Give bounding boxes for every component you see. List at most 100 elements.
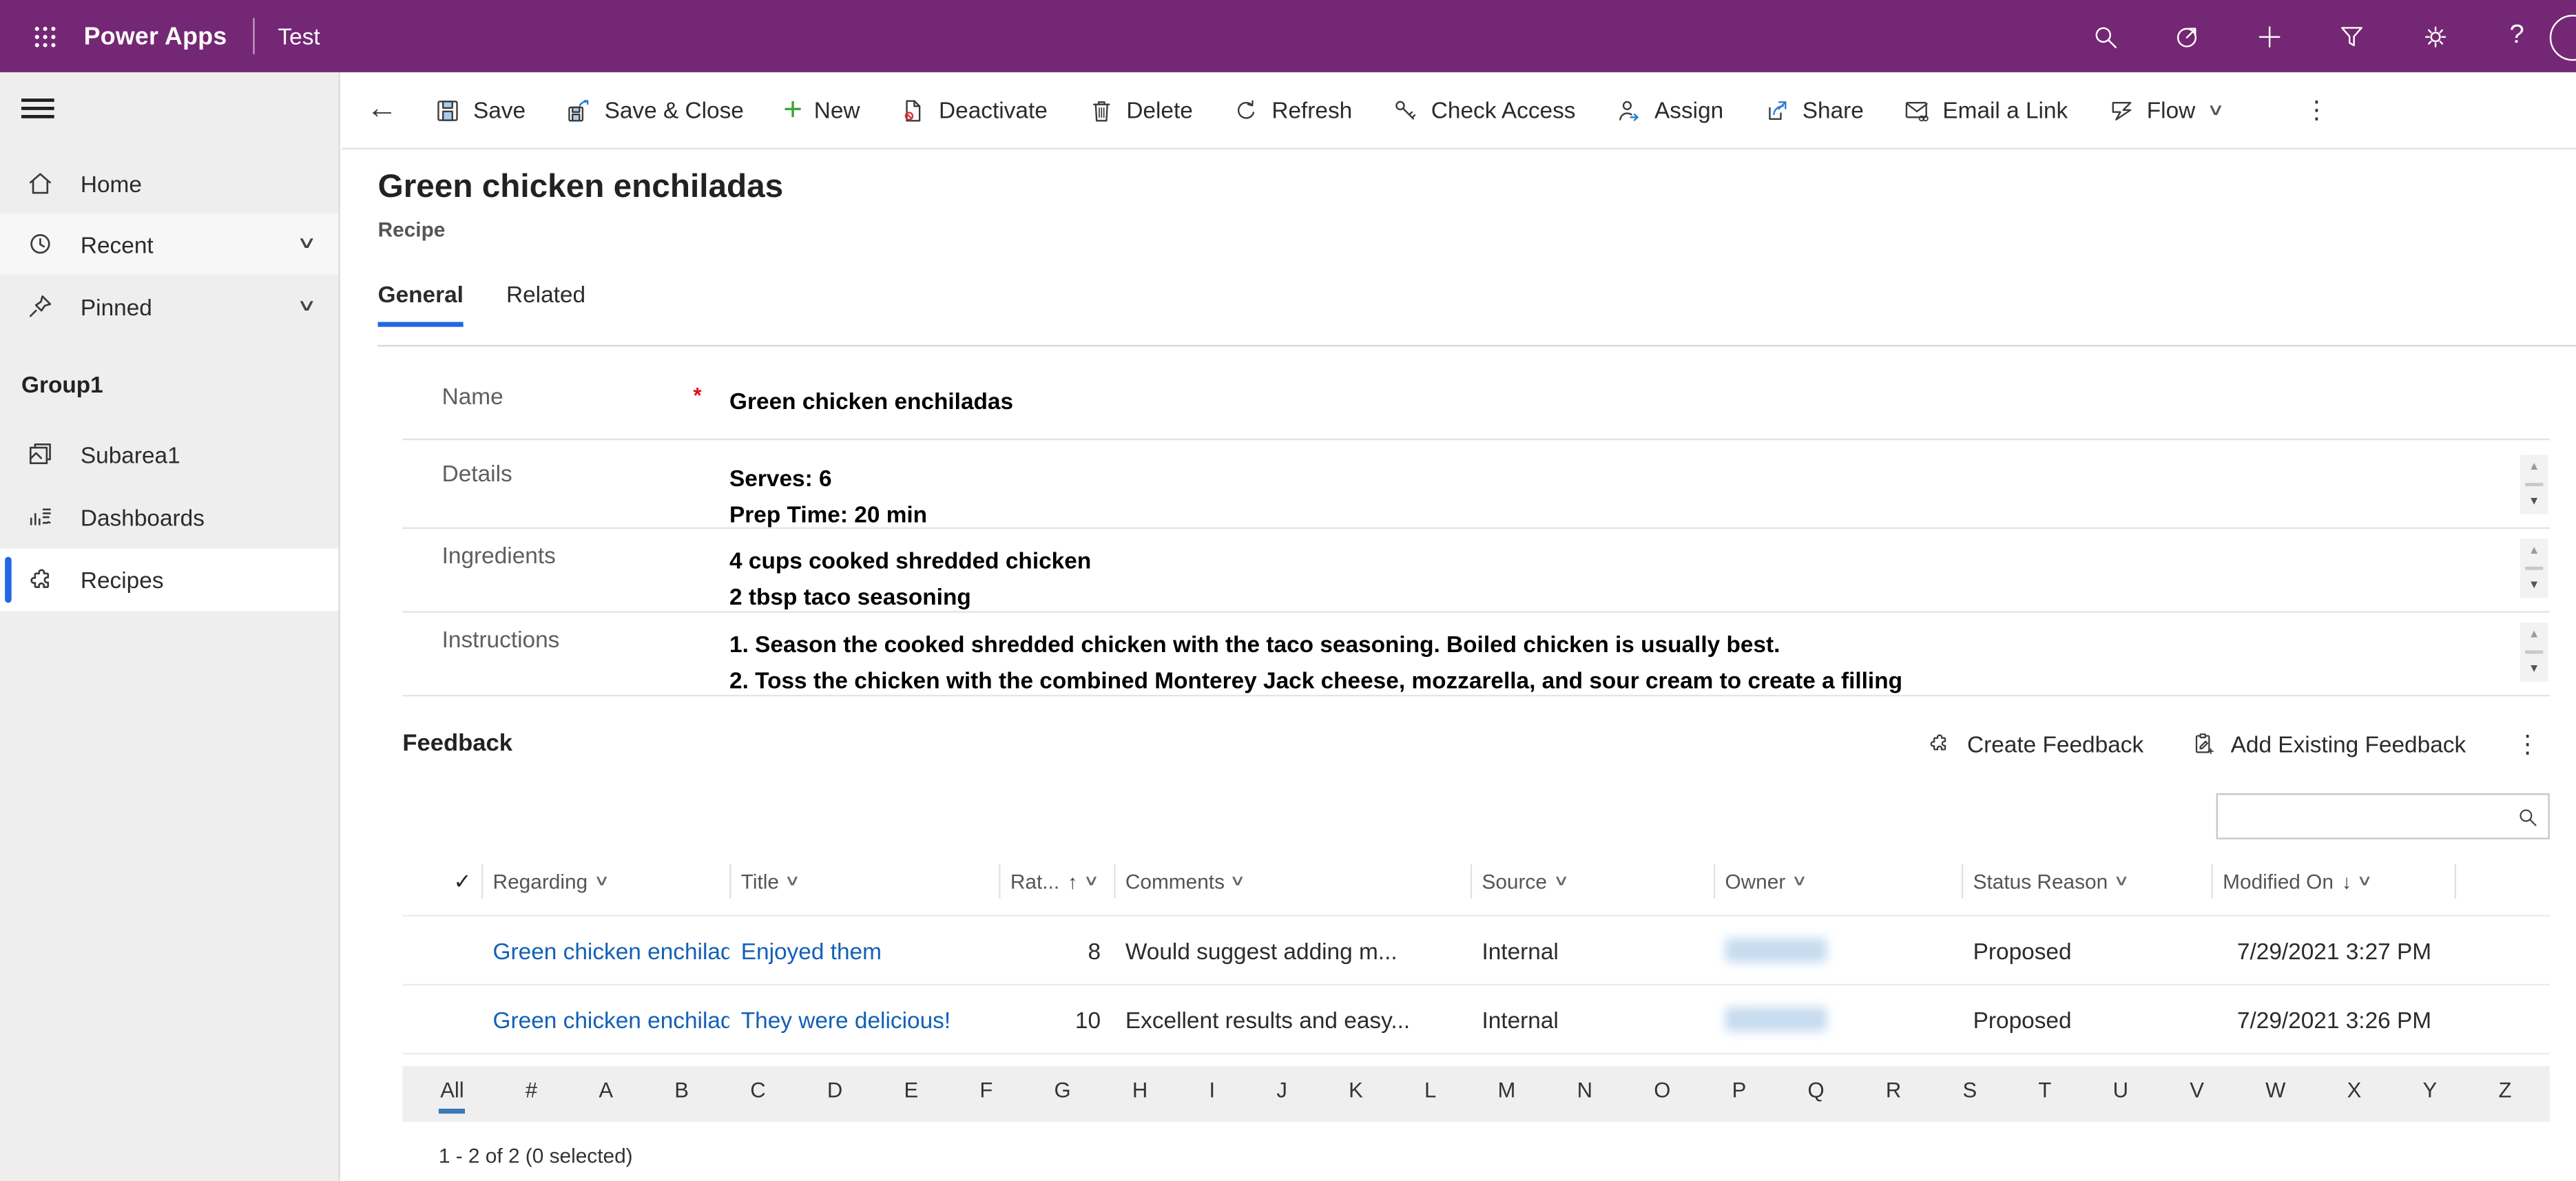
column-rating[interactable]: Rat... ↑ ∨ xyxy=(999,862,1114,900)
regarding-link[interactable]: Green chicken enchilad xyxy=(492,937,730,963)
jump-letter[interactable]: O xyxy=(1654,1077,1671,1102)
jump-letter[interactable]: A xyxy=(599,1077,614,1102)
app-launcher-waffle-icon[interactable] xyxy=(17,8,72,64)
select-all-column[interactable]: ✓ xyxy=(402,862,481,900)
flow-button[interactable]: Flow ∨ xyxy=(2088,82,2242,138)
delete-button[interactable]: Delete xyxy=(1067,82,1212,138)
jump-letter[interactable]: Q xyxy=(1807,1077,1825,1102)
jump-letter[interactable]: Z xyxy=(2498,1077,2512,1102)
jump-letter[interactable]: M xyxy=(1497,1077,1516,1102)
environment-name[interactable]: Test xyxy=(278,23,320,50)
sidebar-item-dashboards[interactable]: Dashboards xyxy=(0,486,338,547)
feedback-search-input[interactable] xyxy=(2218,795,2506,838)
title-link[interactable]: Enjoyed them xyxy=(740,937,882,963)
share-button[interactable]: Share xyxy=(1743,82,1884,138)
jump-letter[interactable]: J xyxy=(1276,1077,1287,1102)
create-feedback-button[interactable]: Create Feedback xyxy=(1903,731,2167,757)
account-avatar[interactable] xyxy=(2549,14,2576,61)
tab-related[interactable]: Related xyxy=(506,280,586,308)
jump-letter[interactable]: H xyxy=(1132,1077,1148,1102)
jump-letter[interactable]: K xyxy=(1349,1077,1363,1102)
settings-gear-icon[interactable] xyxy=(2409,10,2461,62)
chevron-down-icon: ∨ xyxy=(1791,872,1807,889)
table-row[interactable]: Green chicken enchilad Enjoyed them 8 Wo… xyxy=(402,917,2550,986)
column-title[interactable]: Title ∨ xyxy=(729,862,999,900)
jump-letter[interactable]: Y xyxy=(2422,1077,2438,1102)
jump-letter[interactable]: T xyxy=(2038,1077,2052,1102)
regarding-link[interactable]: Green chicken enchilad xyxy=(492,1005,730,1033)
help-icon[interactable]: ? xyxy=(2509,21,2524,50)
jump-letter[interactable]: # xyxy=(525,1077,538,1102)
jump-letter[interactable]: U xyxy=(2112,1077,2128,1102)
row-select-cell[interactable] xyxy=(402,985,481,1053)
jump-letter[interactable]: B xyxy=(674,1077,689,1102)
jump-letter[interactable]: I xyxy=(1209,1077,1216,1102)
refresh-button[interactable]: Refresh xyxy=(1212,82,1371,138)
save-and-close-button[interactable]: Save & Close xyxy=(546,82,764,138)
jump-letter[interactable]: R xyxy=(1885,1077,1902,1102)
column-modified-on[interactable]: Modified On ↓ ∨ xyxy=(2211,862,2454,900)
jump-letter[interactable]: D xyxy=(827,1077,843,1102)
add-existing-feedback-button[interactable]: Add Existing Feedback xyxy=(2167,731,2489,757)
feedback-overflow-button[interactable]: ⋮ xyxy=(2515,731,2540,759)
email-link-button[interactable]: Email a Link xyxy=(1883,82,2087,138)
column-owner[interactable]: Owner ∨ xyxy=(1713,862,1962,900)
column-source[interactable]: Source ∨ xyxy=(1470,862,1714,900)
field-scrollbar[interactable]: ▲ ▼ xyxy=(2520,454,2548,514)
save-button[interactable]: Save xyxy=(414,82,546,138)
search-icon[interactable] xyxy=(2078,10,2130,62)
sidebar-item-recipes[interactable]: Recipes xyxy=(0,548,339,612)
table-row[interactable]: Green chicken enchilad They were delicio… xyxy=(402,985,2550,1055)
jump-letter[interactable]: W xyxy=(2265,1077,2286,1102)
sidebar-item-subarea1[interactable]: Subarea1 xyxy=(0,424,338,484)
new-button[interactable]: + New xyxy=(783,92,860,129)
feedback-search-box[interactable] xyxy=(2216,793,2550,839)
deactivate-button[interactable]: Deactivate xyxy=(880,82,1067,138)
jump-letter[interactable]: S xyxy=(1962,1077,1977,1102)
jump-letter[interactable]: E xyxy=(904,1077,919,1102)
row-select-cell[interactable] xyxy=(402,917,481,984)
field-value[interactable]: 4 cups cooked shredded chicken 2 tbsp ta… xyxy=(729,547,1092,609)
column-regarding[interactable]: Regarding ∨ xyxy=(481,862,729,900)
command-overflow-button[interactable]: ⋮ xyxy=(2304,96,2329,125)
quick-create-plus-icon[interactable] xyxy=(2243,10,2295,62)
jump-letter[interactable]: G xyxy=(1054,1077,1071,1102)
filter-icon[interactable] xyxy=(2325,10,2377,62)
jump-letter[interactable]: L xyxy=(1424,1077,1437,1102)
jump-letter[interactable]: X xyxy=(2347,1077,2362,1102)
sidebar-item-recent[interactable]: Recent ∨ xyxy=(0,213,339,275)
chevron-down-icon[interactable]: ∨ xyxy=(295,297,317,315)
jump-letter[interactable]: P xyxy=(1732,1077,1747,1102)
field-value[interactable]: Serves: 6 Prep Time: 20 min xyxy=(729,465,928,527)
field-scrollbar[interactable]: ▲ ▼ xyxy=(2520,622,2548,682)
title-link[interactable]: They were delicious! xyxy=(740,1005,951,1033)
sidebar-item-pinned[interactable]: Pinned ∨ xyxy=(0,276,338,337)
jump-letter[interactable]: F xyxy=(979,1077,993,1102)
check-access-button[interactable]: Check Access xyxy=(1372,82,1595,138)
field-ingredients[interactable]: Ingredients 4 cups cooked shredded chick… xyxy=(402,529,2550,613)
assign-button[interactable]: Assign xyxy=(1595,82,1743,138)
hamburger-menu-icon[interactable] xyxy=(21,98,54,125)
scroll-up-icon: ▲ xyxy=(2528,545,2540,557)
comments-cell: Would suggest adding m... xyxy=(1125,937,1398,963)
search-icon[interactable] xyxy=(2505,804,2548,829)
back-button[interactable]: ← xyxy=(357,82,414,138)
jump-letter[interactable]: N xyxy=(1577,1077,1593,1102)
sync-status-icon[interactable] xyxy=(2161,10,2213,62)
field-instructions[interactable]: Instructions 1. Season the cooked shredd… xyxy=(402,613,2550,697)
field-details[interactable]: Details Serves: 6 Prep Time: 20 min ▲ ▼ xyxy=(402,440,2550,530)
app-brand[interactable]: Power Apps xyxy=(83,22,227,50)
column-comments[interactable]: Comments ∨ xyxy=(1114,862,1471,900)
jump-letter[interactable]: C xyxy=(750,1077,766,1102)
tab-general[interactable]: General xyxy=(377,281,464,327)
field-value[interactable]: Green chicken enchiladas xyxy=(729,387,1014,415)
sidebar-item-home[interactable]: Home xyxy=(0,153,338,213)
field-value[interactable]: 1. Season the cooked shredded chicken wi… xyxy=(729,630,1903,693)
chevron-down-icon[interactable]: ∨ xyxy=(295,235,317,253)
column-status-reason[interactable]: Status Reason ∨ xyxy=(1961,862,2212,900)
jump-letter[interactable]: All xyxy=(438,1074,466,1114)
jump-letter[interactable]: V xyxy=(2190,1077,2204,1102)
field-name[interactable]: Name * Green chicken enchiladas xyxy=(402,368,2550,441)
field-scrollbar[interactable]: ▲ ▼ xyxy=(2520,539,2548,598)
